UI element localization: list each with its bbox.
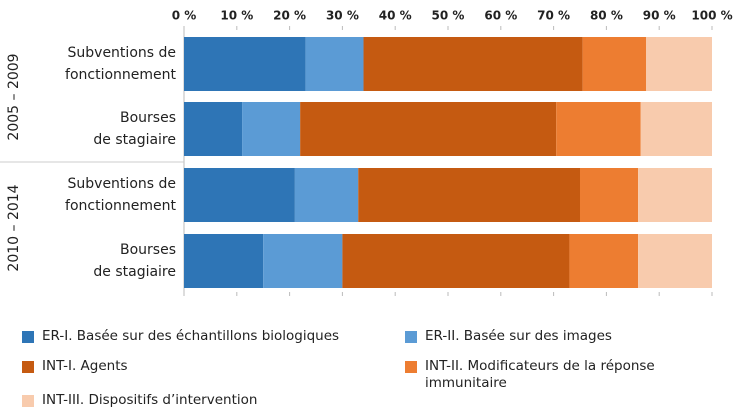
legend-item: INT-II. Modificateurs de la réponse immu… (405, 358, 665, 392)
bar-segment (556, 102, 641, 156)
legend-item: ER-I. Basée sur des échantillons biologi… (22, 328, 392, 345)
bar-segment (263, 234, 343, 288)
bar-segment (582, 37, 646, 91)
legend-label: INT-II. Modificateurs de la réponse immu… (425, 358, 655, 391)
bar-segment (242, 102, 301, 156)
category-label: fonctionnement (65, 67, 176, 83)
legend-label: ER-II. Basée sur des images (425, 328, 612, 344)
chart: 0 % 10 % 20 % 30 % 40 % 50 % 60 % 70 % 80 % 90 % 1… (0, 9, 733, 296)
bar-segment (363, 37, 583, 91)
x-tick-label: 60 % (484, 9, 517, 23)
group-label: 2010 – 2014 (6, 184, 22, 271)
bar-segment (184, 234, 264, 288)
category-label: fonctionnement (65, 198, 176, 214)
bar-segment (638, 234, 712, 288)
bar-segment (294, 168, 359, 222)
category-label: de stagiaire (93, 132, 176, 148)
bar-segment (184, 102, 243, 156)
legend-swatch (22, 361, 34, 373)
category-label: Bourses (120, 110, 176, 126)
legend-item: INT-III. Dispositifs d’intervention (22, 392, 392, 409)
legend-item: INT-I. Agents (22, 358, 392, 375)
category-label: de stagiaire (93, 264, 176, 280)
x-tick-label: 30 % (326, 9, 359, 23)
bar-segment (342, 234, 570, 288)
x-tick-label: 0 % (172, 9, 197, 23)
bar-segment (300, 102, 557, 156)
bar-segment (184, 168, 295, 222)
bar-segment (184, 37, 306, 91)
x-tick-label: 70 % (537, 9, 570, 23)
bar-segment (646, 37, 712, 91)
category-label: Bourses (120, 242, 176, 258)
legend-swatch (22, 395, 34, 407)
x-tick-label: 40 % (379, 9, 412, 23)
group-label: 2005 – 2009 (6, 53, 22, 140)
legend-label: INT-I. Agents (42, 358, 128, 374)
x-tick-label: 10 % (220, 9, 253, 23)
bar-segment (305, 37, 364, 91)
x-tick-label: 90 % (643, 9, 676, 23)
legend-label: INT-III. Dispositifs d’intervention (42, 392, 258, 408)
bar-segment (358, 168, 580, 222)
legend-swatch (405, 331, 417, 343)
bar-segment (580, 168, 639, 222)
legend-item: ER-II. Basée sur des images (405, 328, 665, 345)
bar-segment (638, 168, 712, 222)
x-tick-label: 20 % (273, 9, 306, 23)
x-tick-label: 100 % (691, 9, 732, 23)
legend-swatch (405, 361, 417, 373)
category-label: Subventions de (68, 45, 176, 61)
legend-swatch (22, 331, 34, 343)
x-tick-label: 80 % (590, 9, 623, 23)
legend-label: ER-I. Basée sur des échantillons biologi… (42, 328, 340, 344)
category-label: Subventions de (68, 176, 176, 192)
x-tick-label: 50 % (432, 9, 465, 23)
bar-segment (569, 234, 639, 288)
bar-segment (640, 102, 712, 156)
